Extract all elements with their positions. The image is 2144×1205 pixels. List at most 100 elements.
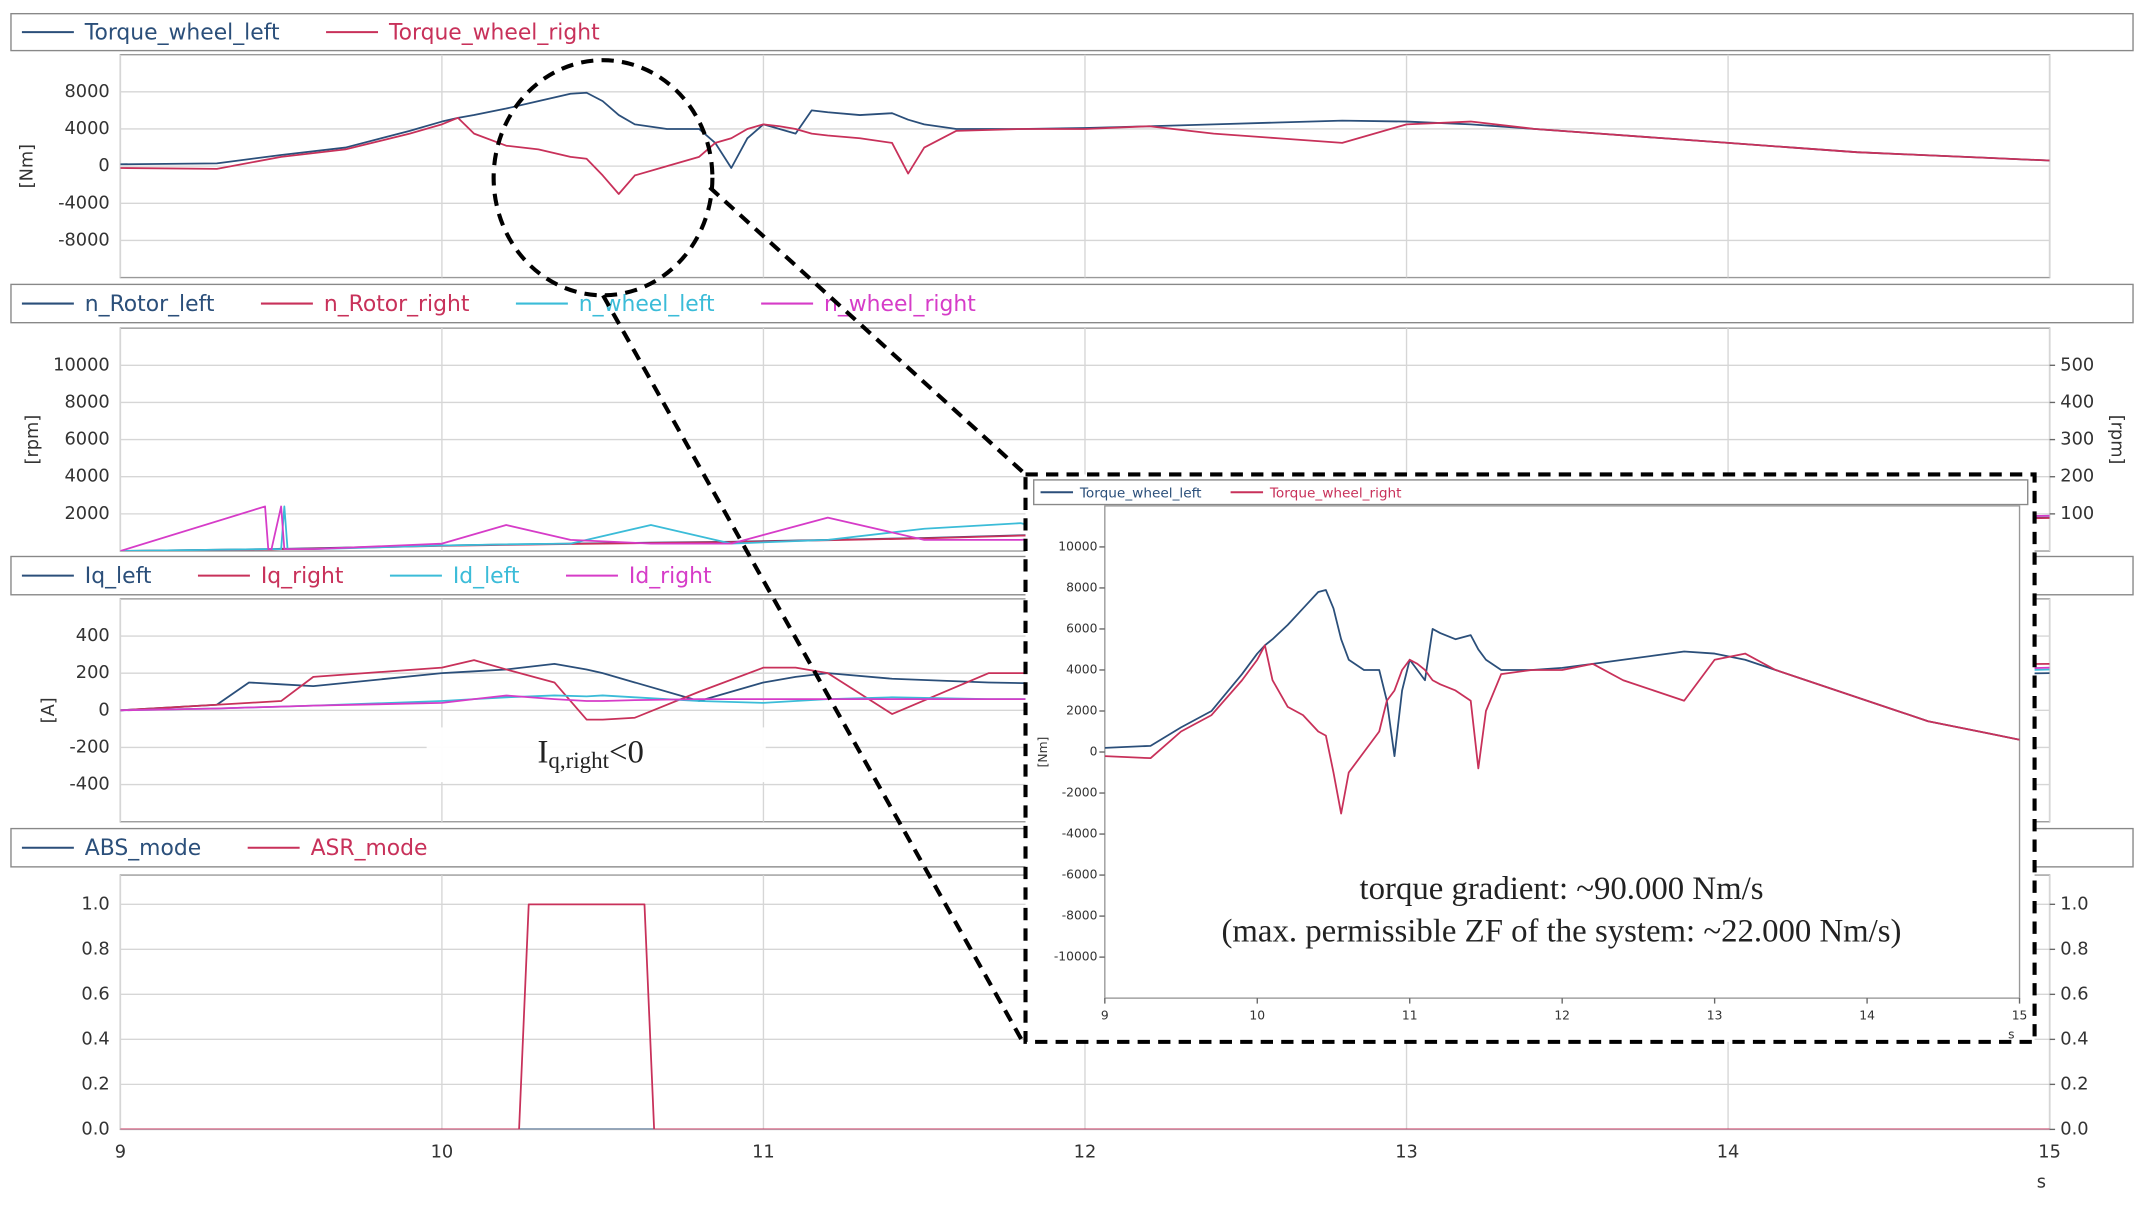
y-tick-label: -200 xyxy=(69,737,109,757)
y2-tick-label: 0.6 xyxy=(2060,984,2088,1004)
x-tick-label: 12 xyxy=(1554,1008,1570,1022)
y2-tick-label: 0.4 xyxy=(2060,1029,2088,1049)
y2-tick-label: 100 xyxy=(2060,504,2094,524)
x-tick-label: 14 xyxy=(1717,1143,1740,1163)
x-axis-label: s xyxy=(2037,1173,2046,1193)
y-tick-label: -8000 xyxy=(58,230,110,250)
legend-label: ASR_mode xyxy=(311,836,428,861)
annotation: torque gradient: ~90.000 Nm/s xyxy=(1360,871,1764,907)
x-tick-label: 14 xyxy=(1859,1008,1875,1022)
y-tick-label: 4000 xyxy=(64,119,109,139)
series-line xyxy=(120,116,2050,195)
y-tick-label: 2000 xyxy=(64,504,109,524)
y-tick-label: 8000 xyxy=(64,82,109,102)
zoom-overlay xyxy=(491,58,2037,1044)
y-tick-label: 4000 xyxy=(1066,662,1097,676)
legend-box xyxy=(1033,479,2029,506)
y-tick-label: 0 xyxy=(98,700,109,720)
y-tick-label: -2000 xyxy=(1062,786,1098,800)
legend-label: Torque_wheel_right xyxy=(388,20,600,45)
annotation-rest: <0 xyxy=(609,734,644,770)
annotation-background xyxy=(426,727,766,783)
y-tick-label: 0.4 xyxy=(81,1029,109,1049)
y-tick-label: 0 xyxy=(1090,745,1098,759)
annotation: Iq,right<0 xyxy=(537,734,643,773)
legend-label: Torque_wheel_left xyxy=(84,20,280,45)
x-tick-label: 11 xyxy=(752,1143,775,1163)
y2-tick-label: 400 xyxy=(2060,392,2094,412)
y2-tick-label: 200 xyxy=(2060,467,2094,487)
legend-box xyxy=(10,283,2134,324)
y-tick-label: -4000 xyxy=(1062,827,1098,841)
y-tick-label: 10000 xyxy=(53,355,110,375)
y-axis-label: [A] xyxy=(39,697,59,723)
x-tick-label: 12 xyxy=(1074,1143,1097,1163)
y-tick-label: 0 xyxy=(98,156,109,176)
x-tick-label: 11 xyxy=(1402,1008,1418,1022)
series-line xyxy=(120,662,2050,712)
y-tick-label: -8000 xyxy=(1062,909,1098,923)
legend-label: n_wheel_left xyxy=(579,292,715,317)
x-tick-label: 15 xyxy=(2012,1008,2028,1022)
panel: Torque_wheel_left Torque_wheel_right -8000… xyxy=(10,12,2134,279)
x-tick-label: 15 xyxy=(2038,1143,2061,1163)
zoom-circle xyxy=(491,58,715,298)
legend-label: n_Rotor_left xyxy=(85,292,215,317)
y-tick-label: 6000 xyxy=(1066,621,1097,635)
legend-label: Id_right xyxy=(629,564,712,589)
x-tick-label: 10 xyxy=(1249,1008,1265,1022)
y-tick-label: 400 xyxy=(76,626,110,646)
y-tick-label: 1.0 xyxy=(81,894,109,914)
y-tick-label: 10000 xyxy=(1058,539,1097,553)
y-axis-label: [Nm] xyxy=(17,144,37,188)
y-tick-label: 0.8 xyxy=(81,939,109,959)
legend-label: ABS_mode xyxy=(85,836,201,861)
zoom-connector xyxy=(708,185,1027,476)
y-tick-label: 0.2 xyxy=(81,1074,109,1094)
y-tick-label: -6000 xyxy=(1062,868,1098,882)
y-tick-label: 6000 xyxy=(64,430,109,450)
x-tick-label: 13 xyxy=(1395,1143,1418,1163)
y-tick-label: 2000 xyxy=(1066,703,1097,717)
x-tick-label: 9 xyxy=(1101,1008,1109,1022)
y-tick-label: 8000 xyxy=(1066,580,1097,594)
y-axis-label: [Nm] xyxy=(1036,737,1050,768)
y-tick-label: 0.6 xyxy=(81,984,109,1004)
x-tick-label: 13 xyxy=(1707,1008,1723,1022)
y-tick-label: -4000 xyxy=(58,193,110,213)
inset-frame xyxy=(1023,472,2037,1044)
y2-tick-label: 0.0 xyxy=(2060,1119,2088,1139)
inset: Torque_wheel_left Torque_wheel_right 9 10 11… xyxy=(1033,479,2029,1042)
y2-tick-label: 0.2 xyxy=(2060,1074,2088,1094)
series-line xyxy=(1104,644,2020,815)
y2-tick-label: 500 xyxy=(2060,355,2094,375)
y-tick-label: 200 xyxy=(76,663,110,683)
y-tick-label: 8000 xyxy=(64,392,109,412)
legend-label: Iq_right xyxy=(261,564,344,589)
annotation-base: I xyxy=(537,734,548,770)
y2-tick-label: 1.0 xyxy=(2060,894,2088,914)
y-tick-label: -400 xyxy=(69,775,109,795)
x-tick-label: 10 xyxy=(431,1143,454,1163)
panel: Torque_wheel_left Torque_wheel_right 9 10 11… xyxy=(1033,479,2029,1042)
x-tick-label: 9 xyxy=(115,1143,126,1163)
annotation-subscript: q,right xyxy=(548,748,609,773)
series-line xyxy=(120,659,2050,721)
y-axis-label: [rpm] xyxy=(23,415,43,465)
y-tick-label: 4000 xyxy=(64,467,109,487)
x-axis-label: s xyxy=(2008,1028,2014,1042)
series-line xyxy=(120,666,2050,712)
y2-axis-label: [rpm] xyxy=(2107,415,2127,465)
y2-tick-label: 0.8 xyxy=(2060,939,2088,959)
legend-label: Torque_wheel_right xyxy=(1269,486,1402,502)
legend-label: n_Rotor_right xyxy=(324,292,470,317)
y-tick-label: 0.0 xyxy=(81,1119,109,1139)
y-tick-label: -10000 xyxy=(1054,950,1098,964)
legend-label: Iq_left xyxy=(85,564,152,589)
legend-label: Torque_wheel_left xyxy=(1079,486,1202,502)
annotation-background xyxy=(1151,864,1959,966)
series-line xyxy=(120,903,2050,1130)
y2-tick-label: 300 xyxy=(2060,430,2094,450)
legend-label: Id_left xyxy=(453,564,520,589)
